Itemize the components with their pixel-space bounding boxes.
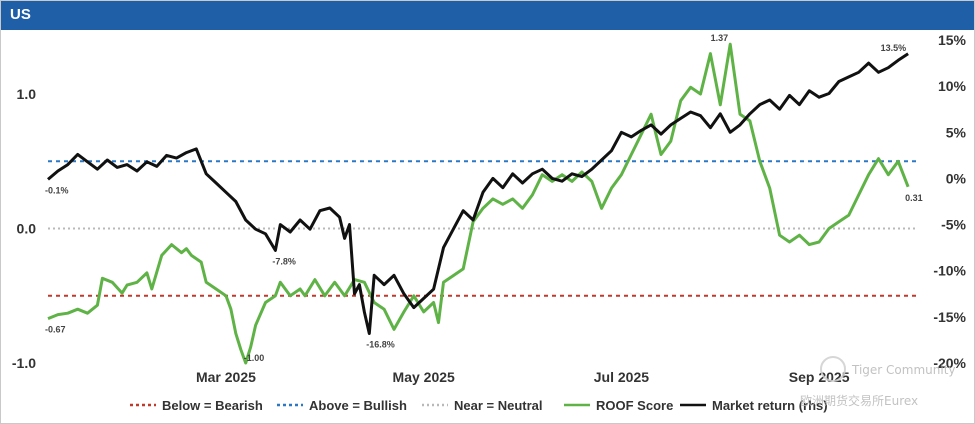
chart-title: US (10, 6, 31, 23)
right-tick-label: -15% (933, 309, 966, 325)
x-tick-label: Jul 2025 (594, 369, 649, 385)
watermark-community: Tiger Community (851, 363, 956, 377)
left-tick-label: 0.0 (17, 221, 37, 237)
data-label: -7.8% (272, 256, 296, 266)
watermark-source: 欧洲期货交易所Eurex (800, 393, 918, 408)
data-label: -1.00 (244, 353, 265, 363)
left-tick-label: -1.0 (12, 355, 36, 371)
series-line-1 (47, 52, 909, 335)
header-bar: US (1, 1, 974, 30)
legend-label: Above = Bullish (309, 398, 407, 413)
left-axis-ticks: 1.0 0.0 -1.0 (12, 86, 36, 371)
watermark: Tiger Community 欧洲期货交易所Eurex (800, 356, 956, 408)
series-line-0 (47, 42, 910, 365)
x-tick-label: May 2025 (393, 369, 455, 385)
legend-label: ROOF Score (596, 398, 673, 413)
legend-label: Market return (rhs) (712, 398, 828, 413)
series-roof-score (47, 42, 910, 365)
right-tick-label: 15% (938, 32, 967, 48)
legend: Below = Bearish Above = Bullish Near = Neu… (130, 398, 828, 413)
data-label: -16.8% (366, 339, 395, 349)
legend-label: Near = Neutral (454, 398, 543, 413)
reference-lines (48, 160, 918, 297)
right-tick-label: 0% (946, 170, 967, 186)
tiger-logo-icon (820, 356, 846, 382)
left-tick-label: 1.0 (17, 86, 37, 102)
data-label: -0.67 (45, 325, 66, 335)
right-tick-label: -10% (933, 263, 966, 279)
legend-label: Below = Bearish (162, 398, 263, 413)
right-tick-label: -5% (941, 217, 966, 233)
data-label: 1.37 (711, 33, 729, 43)
data-label: 13.5% (881, 43, 907, 53)
x-tick-label: Mar 2025 (196, 369, 256, 385)
right-tick-label: 10% (938, 78, 967, 94)
right-tick-label: -20% (933, 355, 966, 371)
data-labels: -0.67 -1.00 1.37 0.31 -0.1% -7.8% -16.8% 13.5% (45, 33, 923, 363)
x-axis-ticks: Mar 2025 May 2025 Jul 2025 Sep 2025 (196, 369, 850, 385)
series-market-return (47, 52, 909, 335)
data-label: -0.1% (45, 185, 69, 195)
right-axis-ticks: 15% 10% 5% 0% -5% -10% -15% -20% (933, 32, 966, 371)
data-label: 0.31 (905, 193, 923, 203)
right-tick-label: 5% (946, 124, 967, 140)
